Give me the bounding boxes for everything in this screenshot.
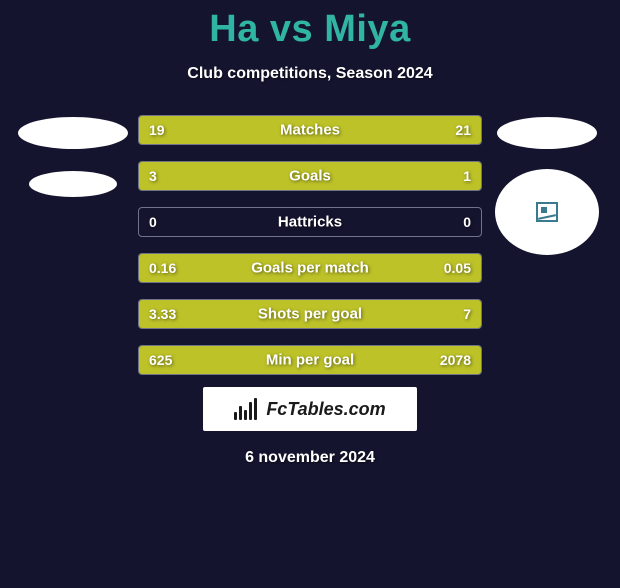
bar-label: Matches (280, 122, 340, 139)
bar-label: Hattricks (278, 214, 342, 231)
main-row: 19 21 Matches 3 1 Goals 0 0 Hattricks 0.16 0.05 Goa… (0, 115, 620, 375)
stat-bar: 3.33 7 Shots per goal (138, 299, 482, 329)
page-title: Ha vs Miya (0, 8, 620, 51)
bar-right-value: 0 (463, 214, 471, 230)
branding-box: FcTables.com (203, 387, 417, 431)
bar-left-value: 625 (149, 352, 172, 368)
bar-left-value: 0.16 (149, 260, 176, 276)
stat-bar: 3 1 Goals (138, 161, 482, 191)
bar-right-value: 0.05 (444, 260, 471, 276)
stat-bar: 0 0 Hattricks (138, 207, 482, 237)
stat-bar: 625 2078 Min per goal (138, 345, 482, 375)
brand-logo-icon (234, 398, 260, 420)
bar-label: Min per goal (266, 352, 354, 369)
bar-left-fill (139, 162, 385, 190)
bar-right-value: 21 (455, 122, 471, 138)
bar-right-value: 7 (463, 306, 471, 322)
stat-bar: 0.16 0.05 Goals per match (138, 253, 482, 283)
subtitle: Club competitions, Season 2024 (0, 65, 620, 83)
bar-left-value: 19 (149, 122, 165, 138)
comparison-bars: 19 21 Matches 3 1 Goals 0 0 Hattricks 0.16 0.05 Goa… (138, 115, 482, 375)
right-player-photo (497, 117, 597, 149)
left-player-column (8, 115, 138, 197)
stat-bar: 19 21 Matches (138, 115, 482, 145)
left-club-badge (29, 171, 117, 197)
bar-label: Shots per goal (258, 306, 362, 323)
brand-text: FcTables.com (266, 399, 385, 420)
date-label: 6 november 2024 (0, 449, 620, 467)
left-player-photo (18, 117, 128, 149)
bar-left-value: 0 (149, 214, 157, 230)
bar-left-value: 3 (149, 168, 157, 184)
bar-label: Goals per match (251, 260, 369, 277)
bar-right-value: 2078 (440, 352, 471, 368)
bar-right-value: 1 (463, 168, 471, 184)
bar-left-value: 3.33 (149, 306, 176, 322)
bar-label: Goals (289, 168, 331, 185)
right-club-badge (495, 169, 599, 255)
right-player-column (482, 115, 612, 255)
broken-image-icon (536, 202, 558, 222)
